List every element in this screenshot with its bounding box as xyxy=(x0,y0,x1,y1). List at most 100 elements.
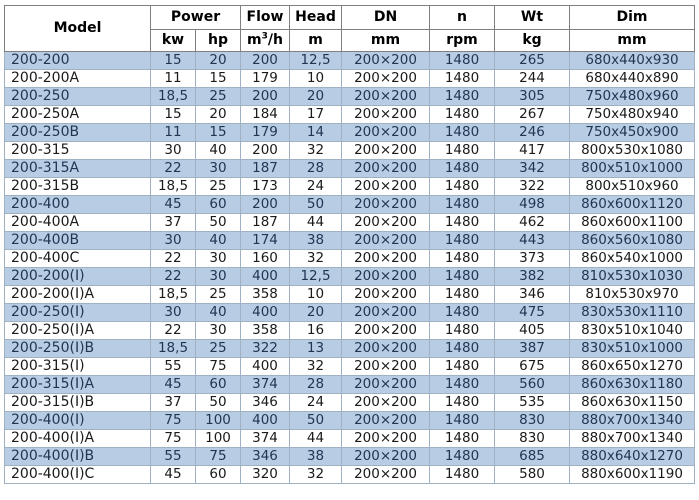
column-header-dn: DN xyxy=(341,5,430,30)
cell-dimensions: 860x650x1270 xyxy=(569,357,695,376)
table-row[interactable]: 200-315 30 40 200 32 200×200 1480 417 800x530x10… xyxy=(4,141,695,160)
cell-dimensions: 810x530x1030 xyxy=(569,267,695,286)
cell-power-kw: 75 xyxy=(150,411,196,430)
cell-power-kw: 15 xyxy=(150,105,196,124)
cell-power-kw: 30 xyxy=(150,231,196,250)
table-row[interactable]: 200-250B 11 15 179 14 200×200 1480 246 750x450x9… xyxy=(4,123,695,142)
column-header-dim: Dim xyxy=(569,5,695,30)
cell-power-kw: 45 xyxy=(150,375,196,394)
table-row[interactable]: 200-315B 18,5 25 173 24 200×200 1480 322 800x510… xyxy=(4,177,695,196)
cell-power-kw: 22 xyxy=(150,321,196,340)
cell-head: 32 xyxy=(289,357,342,376)
table-row[interactable]: 200-250(I)B 18,5 25 322 13 200×200 1480 387 830x… xyxy=(4,339,695,358)
cell-power-hp: 25 xyxy=(195,177,241,196)
column-header-power: Power xyxy=(150,5,241,30)
table-row[interactable]: 200-250A 15 20 184 17 200×200 1480 267 750x480x9… xyxy=(4,105,695,124)
cell-power-hp: 30 xyxy=(195,249,241,268)
table-row[interactable]: 200-400A 37 50 187 44 200×200 1480 462 860x600x1… xyxy=(4,213,695,232)
cell-power-kw: 18,5 xyxy=(150,87,196,106)
cell-head: 12,5 xyxy=(289,51,342,70)
table-row[interactable]: 200-315A 22 30 187 28 200×200 1480 342 800x510x1… xyxy=(4,159,695,178)
table-row[interactable]: 200-200 15 20 200 12,5 200×200 1480 265 680x440x… xyxy=(4,51,695,70)
cell-head: 32 xyxy=(289,249,342,268)
cell-model: 200-315(I)A xyxy=(4,375,151,394)
table-row[interactable]: 200-200A 11 15 179 10 200×200 1480 244 680x440x8… xyxy=(4,69,695,88)
table-row[interactable]: 200-400 45 60 200 50 200×200 1480 498 860x600x11… xyxy=(4,195,695,214)
cell-power-hp: 50 xyxy=(195,393,241,412)
column-header-n: n xyxy=(429,5,495,30)
cell-flow: 187 xyxy=(240,159,290,178)
cell-power-kw: 55 xyxy=(150,447,196,466)
table-row[interactable]: 200-400(I)B 55 75 346 38 200×200 1480 685 880x64… xyxy=(4,447,695,466)
cell-flow: 322 xyxy=(240,339,290,358)
table-row[interactable]: 200-200(I)A 18,5 25 358 10 200×200 1480 346 810x… xyxy=(4,285,695,304)
cell-power-hp: 30 xyxy=(195,321,241,340)
cell-model: 200-250B xyxy=(4,123,151,142)
cell-power-hp: 30 xyxy=(195,159,241,178)
cell-flow: 400 xyxy=(240,411,290,430)
table-row[interactable]: 200-200(I) 22 30 400 12,5 200×200 1480 382 810x5… xyxy=(4,267,695,286)
cell-head: 50 xyxy=(289,195,342,214)
cell-power-kw: 30 xyxy=(150,303,196,322)
table-row[interactable]: 200-315(I)A 45 60 374 28 200×200 1480 560 860x63… xyxy=(4,375,695,394)
table-row[interactable]: 200-250(I)A 22 30 358 16 200×200 1480 405 830x51… xyxy=(4,321,695,340)
table-row[interactable]: 200-250 18,5 25 200 20 200×200 1480 305 750x480x… xyxy=(4,87,695,106)
cell-dn: 200×200 xyxy=(341,303,430,322)
cell-dimensions: 810x530x970 xyxy=(569,285,695,304)
cell-power-kw: 15 xyxy=(150,51,196,70)
cell-head: 24 xyxy=(289,177,342,196)
cell-flow: 358 xyxy=(240,321,290,340)
table-row[interactable]: 200-400B 30 40 174 38 200×200 1480 443 860x560x1… xyxy=(4,231,695,250)
cell-head: 32 xyxy=(289,141,342,160)
cell-head: 16 xyxy=(289,321,342,340)
cell-dimensions: 750x480x960 xyxy=(569,87,695,106)
cell-dn: 200×200 xyxy=(341,285,430,304)
cell-flow: 400 xyxy=(240,267,290,286)
cell-power-hp: 100 xyxy=(195,429,241,448)
cell-speed: 1480 xyxy=(429,195,495,214)
cell-weight: 246 xyxy=(494,123,570,142)
cell-dn: 200×200 xyxy=(341,321,430,340)
cell-dn: 200×200 xyxy=(341,159,430,178)
cell-model: 200-250(I) xyxy=(4,303,151,322)
cell-head: 50 xyxy=(289,411,342,430)
header-row-primary: Model Power Flow Head DN n Wt Dim xyxy=(4,5,695,52)
table-row[interactable]: 200-400(I)C 45 60 320 32 200×200 1480 580 880x60… xyxy=(4,465,695,484)
cell-power-hp: 75 xyxy=(195,447,241,466)
cell-flow: 358 xyxy=(240,285,290,304)
table-row[interactable]: 200-250(I) 30 40 400 20 200×200 1480 475 830x530… xyxy=(4,303,695,322)
cell-model: 200-400(I)A xyxy=(4,429,151,448)
cell-speed: 1480 xyxy=(429,123,495,142)
cell-speed: 1480 xyxy=(429,231,495,250)
cell-model: 200-315(I) xyxy=(4,357,151,376)
cell-flow: 173 xyxy=(240,177,290,196)
cell-dimensions: 860x560x1080 xyxy=(569,231,695,250)
cell-power-hp: 60 xyxy=(195,465,241,484)
table-row[interactable]: 200-315(I) 55 75 400 32 200×200 1480 675 860x650… xyxy=(4,357,695,376)
cell-power-hp: 20 xyxy=(195,51,241,70)
cell-dimensions: 800x510x1000 xyxy=(569,159,695,178)
table-row[interactable]: 200-315(I)B 37 50 346 24 200×200 1480 535 860x63… xyxy=(4,393,695,412)
cell-flow: 200 xyxy=(240,141,290,160)
table-row[interactable]: 200-400(I)A 75 100 374 44 200×200 1480 830 880x7… xyxy=(4,429,695,448)
unit-header-head: m xyxy=(289,29,342,52)
column-header-head: Head xyxy=(289,5,342,30)
cell-weight: 267 xyxy=(494,105,570,124)
table-row[interactable]: 200-400C 22 30 160 32 200×200 1480 373 860x540x1… xyxy=(4,249,695,268)
cell-dimensions: 860x600x1120 xyxy=(569,195,695,214)
cell-weight: 405 xyxy=(494,321,570,340)
table-row[interactable]: 200-400(I) 75 100 400 50 200×200 1480 830 880x70… xyxy=(4,411,695,430)
cell-weight: 373 xyxy=(494,249,570,268)
cell-power-kw: 30 xyxy=(150,141,196,160)
cell-model: 200-400(I)B xyxy=(4,447,151,466)
cell-model: 200-200A xyxy=(4,69,151,88)
cell-dn: 200×200 xyxy=(341,267,430,286)
cell-dimensions: 680x440x890 xyxy=(569,69,695,88)
cell-dimensions: 860x600x1100 xyxy=(569,213,695,232)
cell-weight: 560 xyxy=(494,375,570,394)
cell-dimensions: 860x630x1150 xyxy=(569,393,695,412)
cell-flow: 346 xyxy=(240,447,290,466)
cell-dimensions: 750x480x940 xyxy=(569,105,695,124)
cell-power-kw: 18,5 xyxy=(150,285,196,304)
cell-power-kw: 22 xyxy=(150,249,196,268)
